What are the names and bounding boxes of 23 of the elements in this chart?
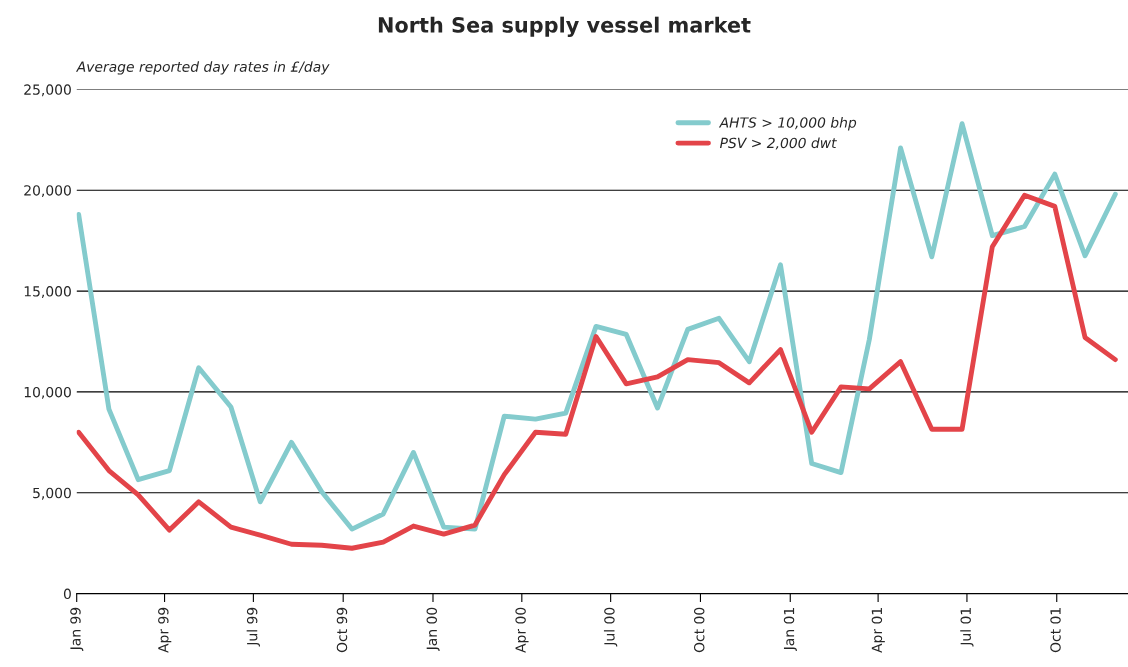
- y-tick-label: 0: [63, 588, 71, 600]
- x-tick-label: Jul 01: [960, 608, 974, 647]
- y-tick-label: 20,000: [24, 185, 71, 198]
- x-tick-label: Jul 00: [603, 607, 618, 647]
- x-tick-label: Jan 00: [426, 607, 440, 652]
- chart-title: North Sea supply vessel market: [378, 16, 751, 37]
- line-series: [76, 192, 1118, 551]
- x-tick-label: Apr 00: [515, 607, 529, 653]
- x-tick-label: Oct 00: [693, 607, 705, 653]
- x-tick-label: Apr 01: [871, 608, 885, 653]
- legend-label: AHTS > 10,000 bhp: [718, 117, 857, 131]
- y-tick-label: 5,000: [33, 487, 71, 500]
- x-tick-label: Apr 99: [158, 607, 172, 653]
- x-tick-label: Jul 99: [246, 607, 260, 647]
- x-tick-label: Oct 01: [1050, 608, 1061, 653]
- y-tick-label: 25,000: [24, 84, 71, 97]
- x-tick-label: Jan 99: [70, 607, 84, 652]
- y-axis-title: Average reported day rates in £/day: [75, 61, 330, 75]
- x-tick-label: Jan 01: [783, 608, 797, 652]
- legend-label: PSV > 2,000 dwt: [719, 137, 837, 150]
- x-tick-label: Oct 99: [336, 607, 348, 653]
- y-tick-label: 15,000: [24, 286, 71, 298]
- y-tick-label: 10,000: [24, 386, 71, 399]
